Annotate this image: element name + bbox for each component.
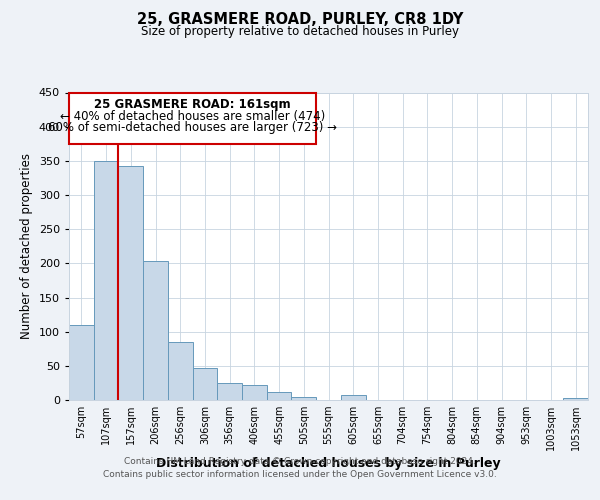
- Text: 25, GRASMERE ROAD, PURLEY, CR8 1DY: 25, GRASMERE ROAD, PURLEY, CR8 1DY: [137, 12, 463, 28]
- Text: ← 40% of detached houses are smaller (474): ← 40% of detached houses are smaller (47…: [60, 110, 325, 122]
- Bar: [341, 395, 365, 400]
- Bar: [217, 383, 242, 400]
- Bar: [267, 392, 292, 400]
- Text: Contains public sector information licensed under the Open Government Licence v3: Contains public sector information licen…: [103, 470, 497, 479]
- Bar: [563, 398, 588, 400]
- Bar: [242, 385, 267, 400]
- Bar: [94, 161, 118, 400]
- Bar: [69, 325, 94, 400]
- Bar: [168, 342, 193, 400]
- Bar: [193, 368, 217, 400]
- Text: 60% of semi-detached houses are larger (723) →: 60% of semi-detached houses are larger (…: [48, 121, 337, 134]
- Y-axis label: Number of detached properties: Number of detached properties: [20, 153, 33, 339]
- X-axis label: Distribution of detached houses by size in Purley: Distribution of detached houses by size …: [156, 457, 501, 470]
- Text: 25 GRASMERE ROAD: 161sqm: 25 GRASMERE ROAD: 161sqm: [94, 98, 291, 111]
- Text: Size of property relative to detached houses in Purley: Size of property relative to detached ho…: [141, 25, 459, 38]
- FancyBboxPatch shape: [69, 92, 316, 144]
- Bar: [143, 262, 168, 400]
- Text: Contains HM Land Registry data © Crown copyright and database right 2024.: Contains HM Land Registry data © Crown c…: [124, 458, 476, 466]
- Bar: [118, 166, 143, 400]
- Bar: [292, 396, 316, 400]
